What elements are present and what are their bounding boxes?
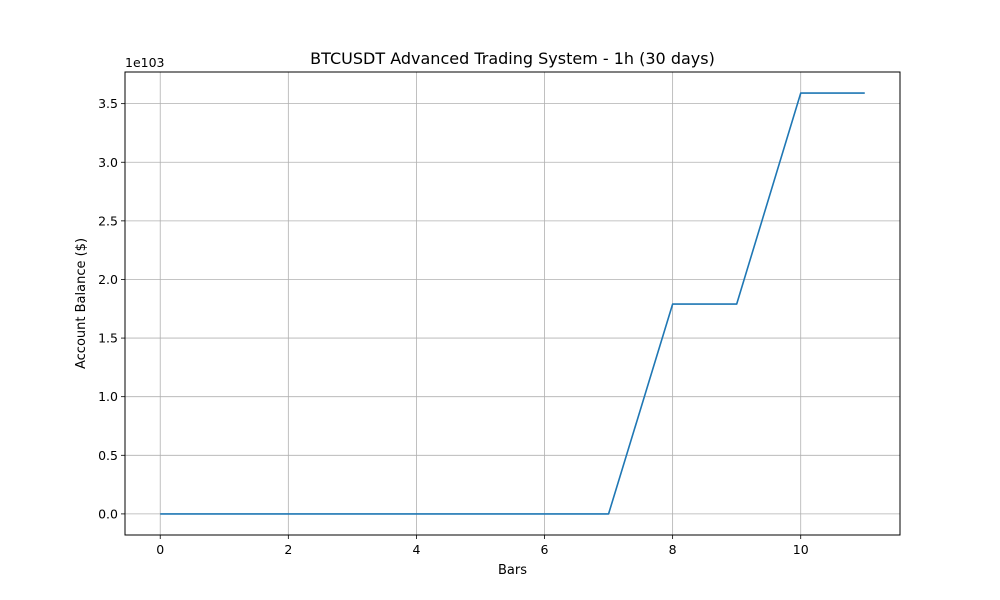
x-tick-label: 0 (156, 542, 164, 557)
y-tick-label: 2.0 (98, 272, 118, 287)
x-tick-label: 6 (541, 542, 549, 557)
y-axis-offset-text: 1e103 (125, 55, 165, 70)
y-tick-label: 1.0 (98, 389, 118, 404)
y-tick-label: 0.5 (98, 448, 118, 463)
x-tick-label: 10 (793, 542, 809, 557)
plot-frame (124, 71, 901, 536)
series-layer (160, 92, 865, 515)
y-tick-label: 3.5 (98, 96, 118, 111)
y-tick-label: 0.0 (98, 506, 118, 521)
y-tick-label: 1.5 (98, 331, 118, 346)
series-line (160, 92, 865, 515)
x-tick-label: 2 (284, 542, 292, 557)
x-tick-label: 8 (669, 542, 677, 557)
tick-layer: 0 2 4 6 8 10 0.0 0.5 1.0 1.5 2.0 2.5 3.0 3.5 (98, 96, 809, 557)
y-tick-label: 2.5 (98, 213, 118, 228)
y-axis-label: Account Balance ($) (74, 238, 89, 369)
y-tick-label: 3.0 (98, 155, 118, 170)
chart-title: BTCUSDT Advanced Trading System - 1h (30… (310, 49, 715, 68)
grid-layer (125, 72, 900, 535)
x-axis-label: Bars (498, 563, 527, 578)
x-tick-label: 4 (412, 542, 420, 557)
